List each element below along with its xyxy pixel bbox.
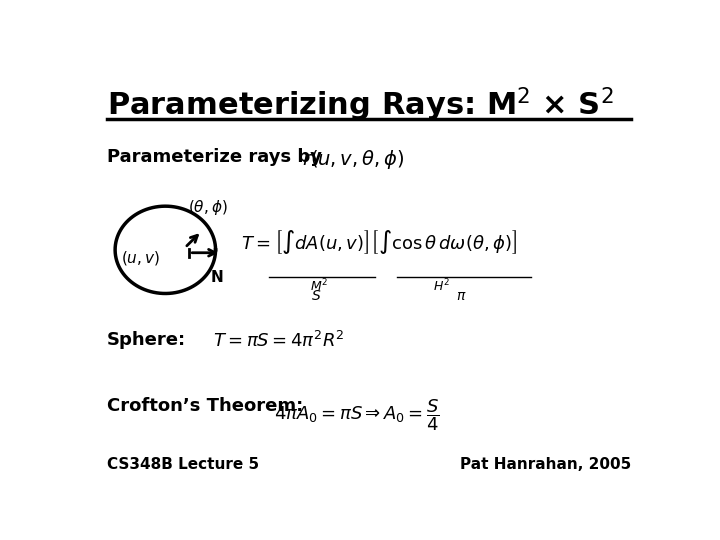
Text: Sphere:: Sphere: xyxy=(107,331,186,349)
Text: Crofton’s Theorem:: Crofton’s Theorem: xyxy=(107,397,303,415)
Text: Pat Hanrahan, 2005: Pat Hanrahan, 2005 xyxy=(460,457,631,472)
Text: $T = \left[\int dA(u,v)\right]\left[\int \cos\theta\, d\omega(\theta,\phi)\right: $T = \left[\int dA(u,v)\right]\left[\int… xyxy=(240,227,517,255)
Text: Parameterizing Rays: M$^2$ × S$^2$: Parameterizing Rays: M$^2$ × S$^2$ xyxy=(107,85,613,124)
Text: CS348B Lecture 5: CS348B Lecture 5 xyxy=(107,457,259,472)
Text: $H^2$: $H^2$ xyxy=(433,278,450,294)
Text: $T = \pi S = 4\pi^2 R^2$: $T = \pi S = 4\pi^2 R^2$ xyxy=(213,331,344,351)
Text: $(u, v)$: $(u, v)$ xyxy=(121,249,160,267)
Text: Parameterize rays by: Parameterize rays by xyxy=(107,148,322,166)
Text: $M^2$: $M^2$ xyxy=(310,278,328,294)
Text: $S$: $S$ xyxy=(311,288,321,302)
Text: $\mathbf{N}$: $\mathbf{N}$ xyxy=(210,269,223,285)
Text: $(\theta, \phi)$: $(\theta, \phi)$ xyxy=(188,198,228,217)
Text: $\pi$: $\pi$ xyxy=(456,288,467,302)
Text: $r(u, v, \theta, \phi)$: $r(u, v, \theta, \phi)$ xyxy=(302,148,405,171)
Text: $4\pi A_0 = \pi S \Rightarrow A_0 = \dfrac{S}{4}$: $4\pi A_0 = \pi S \Rightarrow A_0 = \dfr… xyxy=(274,397,440,433)
